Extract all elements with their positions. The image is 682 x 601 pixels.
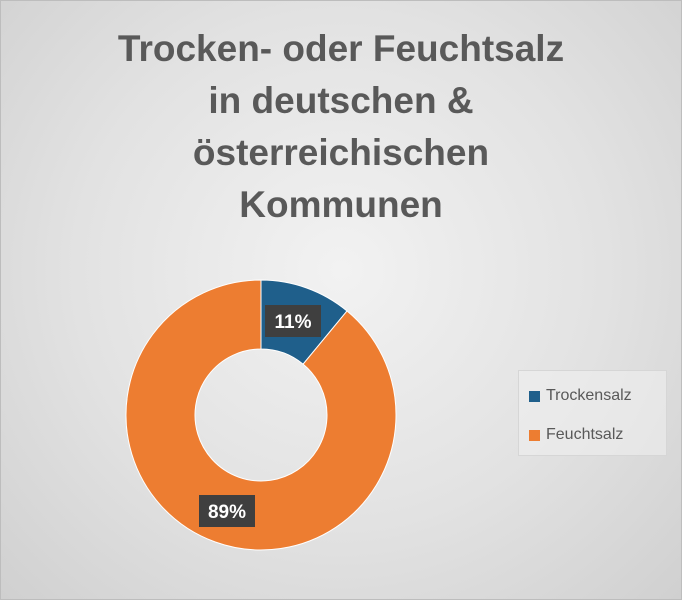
data-label-trockensalz: 11% [265,305,321,337]
legend-swatch-feuchtsalz [529,429,540,441]
legend-item-trockensalz: Trockensalz [529,385,632,407]
legend-item-feuchtsalz: Feuchtsalz [529,424,623,446]
data-label-text: 11% [275,312,312,333]
data-label-box [199,495,255,527]
data-label-feuchtsalz: 89% [199,495,255,527]
legend-label-feuchtsalz: Feuchtsalz [546,426,624,443]
legend-swatch-trockensalz [529,390,540,402]
data-label-box [265,305,321,337]
title-line: Kommunen [239,184,443,225]
title-line: in deutschen & [208,80,474,121]
title-line: Trocken- oder Feuchtsalz [117,28,565,69]
data-label-text: 89% [208,502,246,523]
legend: Trockensalz Feuchtsalz [518,370,667,456]
donut-slice-feuchtsalz [125,279,397,551]
legend-label-trockensalz: Trockensalz [546,387,632,404]
title-line: österreichischen [192,132,490,173]
chart-title: Trocken- oder Feuchtsalz in deutschen & … [1,23,681,231]
